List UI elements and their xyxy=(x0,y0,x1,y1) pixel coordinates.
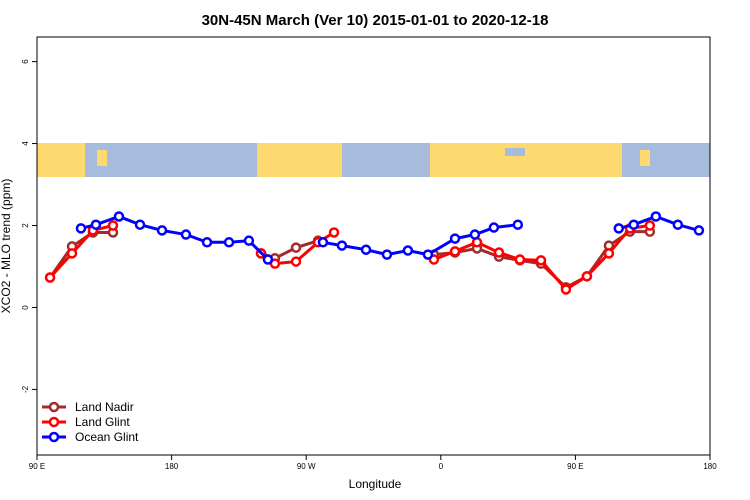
y-tick-label: -2 xyxy=(21,385,30,393)
y-tick-label: 6 xyxy=(21,59,30,64)
point xyxy=(603,248,615,259)
legend-label: Ocean Glint xyxy=(75,430,139,444)
point xyxy=(469,229,481,240)
x-tick-label: 90 E xyxy=(29,462,45,471)
point xyxy=(66,248,78,259)
y-axis-label: XCO2 - MLO trend (ppm) xyxy=(0,179,13,314)
point xyxy=(107,220,119,231)
sea xyxy=(505,148,525,156)
land xyxy=(430,143,622,177)
map-band xyxy=(37,143,710,177)
x-tick-label: 90 E xyxy=(567,462,583,471)
point xyxy=(628,219,639,230)
point xyxy=(493,247,505,258)
x-tick-label: 90 W xyxy=(297,462,316,471)
point xyxy=(693,225,705,236)
legend-marker xyxy=(48,416,60,428)
point xyxy=(44,272,56,283)
point xyxy=(113,211,125,222)
point xyxy=(644,220,656,231)
point xyxy=(402,245,414,256)
land xyxy=(37,143,85,177)
point xyxy=(449,233,461,244)
point xyxy=(328,227,340,238)
point xyxy=(290,256,302,267)
legend-label: Land Glint xyxy=(75,415,130,429)
point xyxy=(201,237,213,248)
point xyxy=(381,249,393,260)
point xyxy=(650,211,662,222)
point xyxy=(156,225,168,236)
land xyxy=(97,150,107,166)
chart-title: 30N-45N March (Ver 10) 2015-01-01 to 202… xyxy=(202,12,549,29)
point xyxy=(90,219,102,230)
point xyxy=(360,244,372,255)
point xyxy=(514,254,526,265)
legend-marker xyxy=(48,401,60,413)
point xyxy=(134,219,146,230)
point xyxy=(243,235,255,246)
x-tick-label: 180 xyxy=(165,462,179,471)
y-tick-label: 2 xyxy=(21,223,30,228)
land xyxy=(257,143,342,177)
plot-frame xyxy=(36,36,711,456)
point xyxy=(488,222,500,233)
point xyxy=(449,246,461,257)
legend-label: Land Nadir xyxy=(75,400,134,414)
point xyxy=(422,249,434,260)
legend-marker xyxy=(48,431,60,443)
y-tick-label: 4 xyxy=(21,141,30,146)
point xyxy=(672,219,684,230)
point xyxy=(336,240,348,251)
point xyxy=(262,254,274,265)
point xyxy=(512,219,524,230)
point xyxy=(75,223,87,234)
x-axis-label: Longitude xyxy=(349,477,402,491)
point xyxy=(560,284,572,295)
point xyxy=(613,223,625,234)
y-tick-label: 0 xyxy=(21,305,30,310)
point xyxy=(223,237,235,248)
x-tick-label: 180 xyxy=(703,462,717,471)
x-tick-label: 0 xyxy=(439,462,444,471)
land xyxy=(640,150,650,166)
point xyxy=(535,255,547,266)
point xyxy=(180,229,192,240)
point xyxy=(317,237,329,248)
point xyxy=(290,242,302,253)
point xyxy=(581,271,593,282)
